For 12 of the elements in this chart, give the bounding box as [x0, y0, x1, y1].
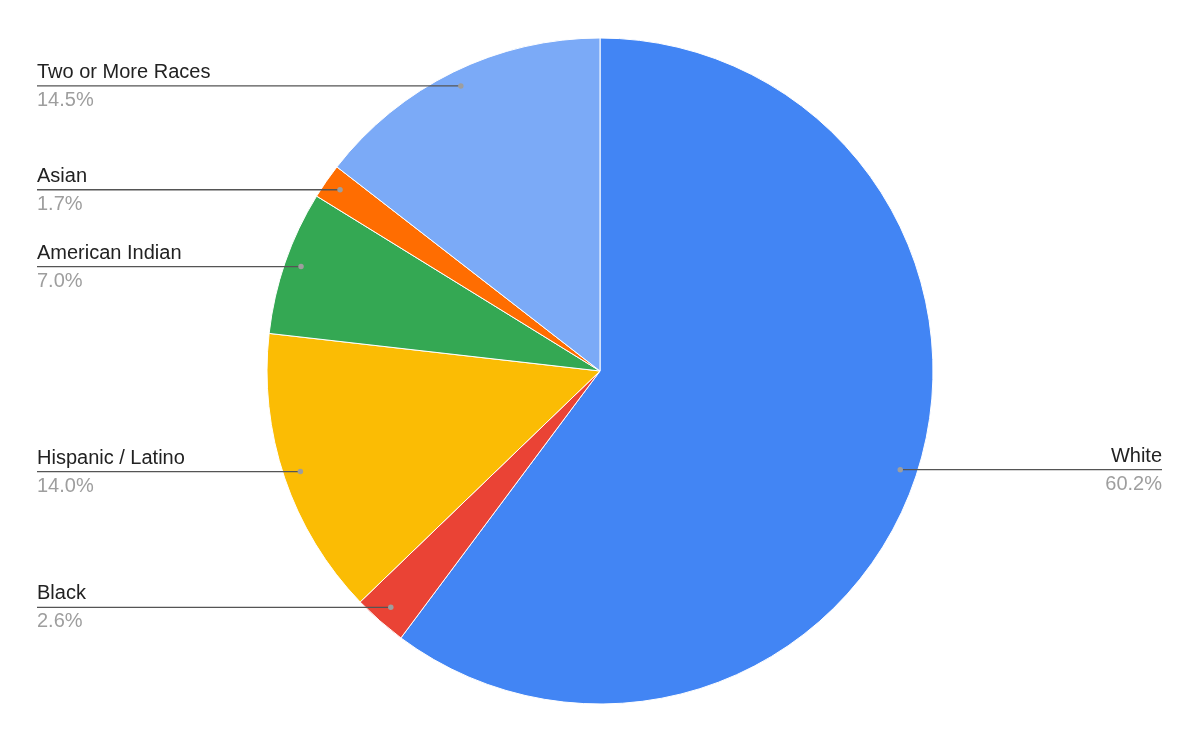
slice-label: American Indian [37, 240, 182, 263]
slice-label: Black [37, 581, 87, 604]
slice-label: Hispanic / Latino [37, 445, 185, 468]
slice-label: White [1110, 443, 1162, 466]
slice-label: Asian [37, 163, 88, 186]
data-label: 2.6% [37, 609, 83, 632]
data-label: 14.5% [37, 87, 94, 110]
data-label: 60.2% [1105, 471, 1163, 494]
data-label: 1.7% [37, 191, 83, 214]
data-label: 14.0% [37, 473, 94, 496]
data-label: 7.0% [37, 268, 83, 291]
slice-label: Two or More Races [37, 59, 211, 82]
